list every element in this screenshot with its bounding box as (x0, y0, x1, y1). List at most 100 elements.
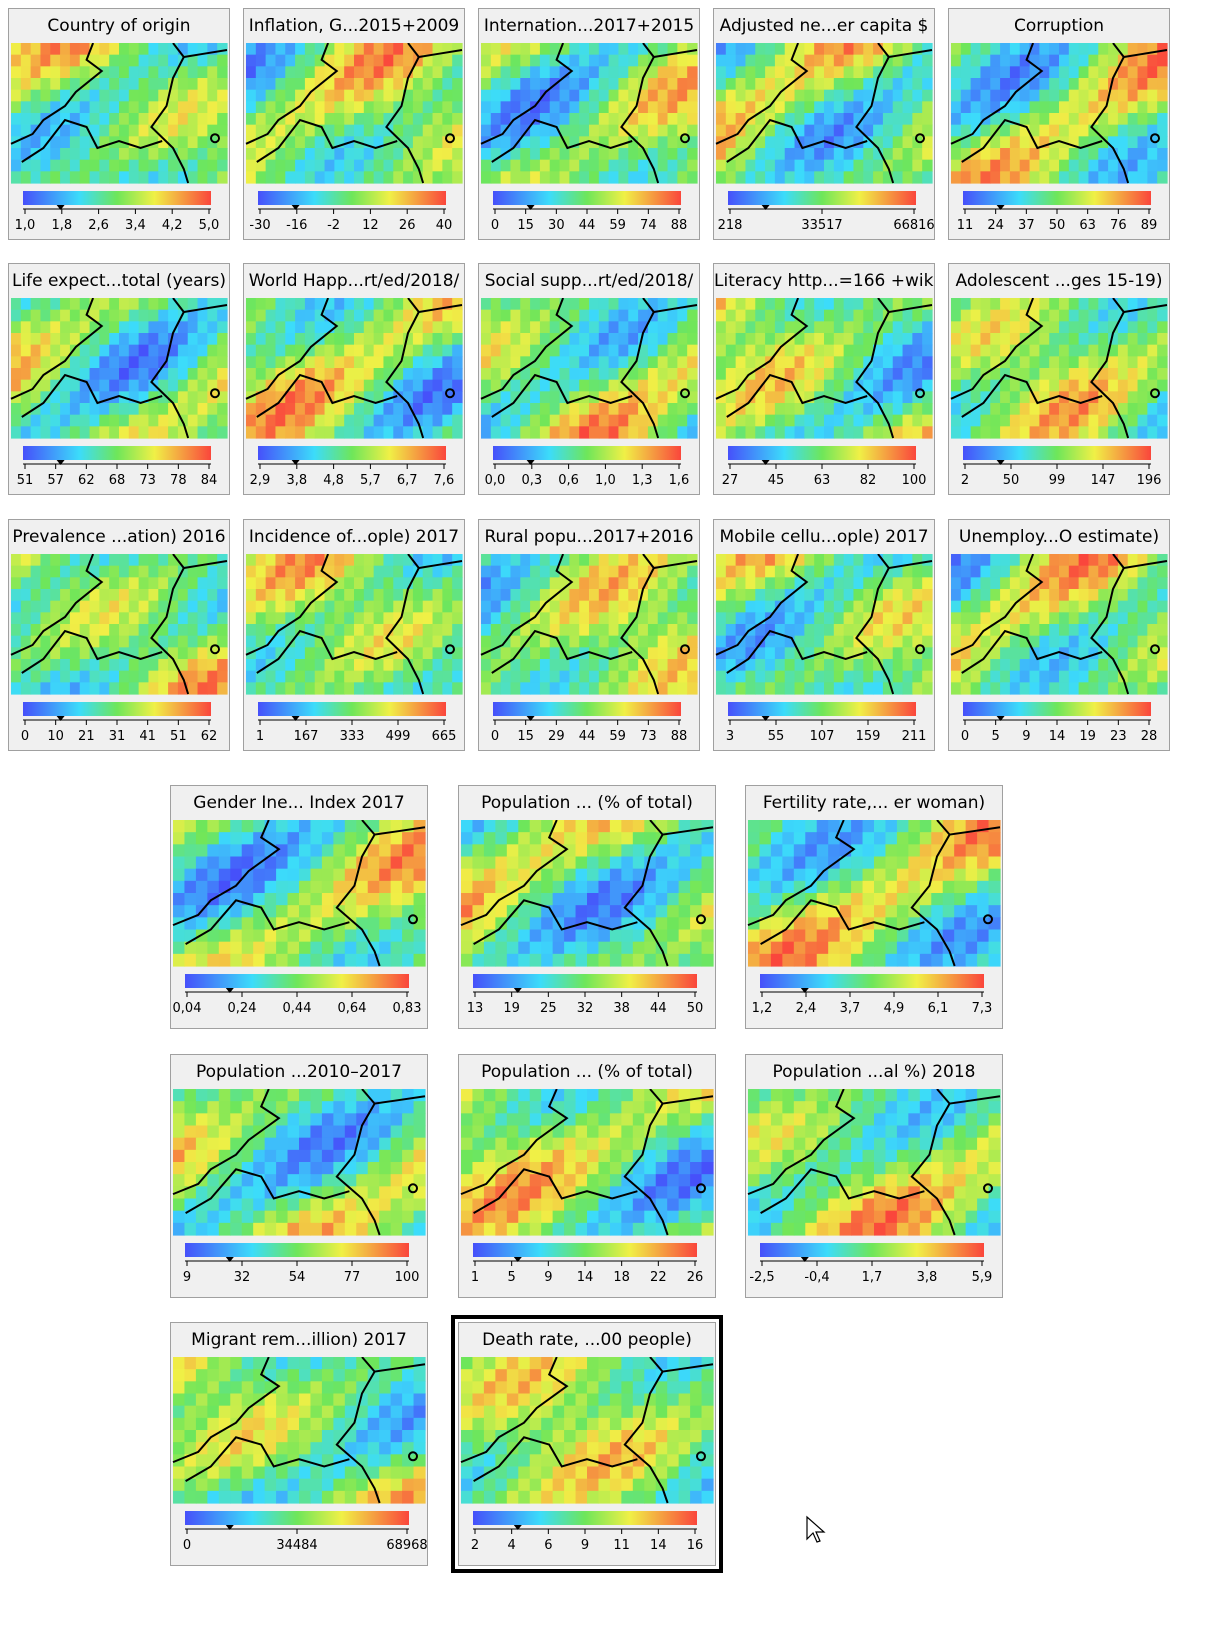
map-cell (1039, 124, 1050, 137)
map-cell (187, 391, 199, 404)
map-cell (1039, 321, 1050, 334)
map-cell (217, 403, 228, 416)
map-cell (217, 101, 228, 114)
map-cell (960, 124, 972, 137)
scale-label: 51 (170, 729, 187, 744)
map-cell (187, 647, 199, 660)
map-cell (814, 43, 825, 56)
map-cell (403, 624, 414, 637)
map-cell (412, 600, 424, 613)
map-cell (119, 89, 130, 102)
map-cell (321, 820, 334, 833)
map-cell (452, 368, 463, 381)
map-cell (725, 635, 737, 648)
map-cell (253, 953, 266, 967)
map-cell (677, 554, 688, 567)
map-cell (814, 124, 825, 137)
map-cell (745, 78, 756, 91)
map-cell (912, 612, 923, 625)
map-cell (765, 600, 776, 613)
map-cell (1068, 624, 1080, 637)
map-cell (452, 379, 463, 392)
cluster-border (961, 373, 1103, 418)
map-cell (383, 89, 394, 102)
map-cell (1019, 624, 1031, 637)
map-cell (402, 929, 415, 943)
map-cell (40, 344, 51, 357)
map-cell (579, 148, 590, 161)
map-cell (922, 309, 933, 322)
map-cell (128, 124, 140, 137)
map-cell (804, 89, 815, 102)
map-cell (1127, 368, 1139, 381)
map-cell (678, 820, 691, 833)
map-cell (481, 78, 492, 91)
map-cell (148, 54, 159, 67)
map-cell (230, 832, 243, 845)
map-cell (314, 670, 326, 683)
map-cell (922, 113, 933, 126)
map-cell (618, 309, 629, 322)
map-cell (354, 379, 365, 392)
map-cell (314, 321, 326, 334)
map-cell (873, 414, 884, 427)
cluster-border (855, 56, 895, 184)
map-cell (246, 344, 257, 357)
map-cell (89, 624, 100, 637)
map-cell (119, 356, 130, 369)
map-cell (490, 565, 502, 578)
map-cell (197, 670, 208, 683)
map-cell (678, 893, 691, 906)
map-cell (598, 565, 610, 578)
map-cell (390, 905, 403, 918)
map-cell (253, 917, 266, 931)
map-cell (265, 148, 277, 161)
map-cell (618, 426, 629, 439)
map-cell (1059, 124, 1070, 137)
map-cell (30, 43, 42, 56)
map-cell (490, 670, 502, 683)
map-cell (344, 612, 355, 625)
map-cell (677, 78, 688, 91)
map-cell (109, 54, 120, 67)
map-cell (1049, 356, 1060, 369)
map-cell (774, 78, 786, 91)
map-cell (970, 670, 982, 683)
map-cell (128, 682, 140, 695)
map-cell (618, 600, 629, 613)
map-cell (295, 356, 306, 369)
map-cell (30, 612, 42, 625)
map-cell (184, 905, 197, 918)
map-cell (892, 403, 904, 416)
map-cell (99, 403, 110, 416)
map-cell (128, 159, 140, 172)
map-cell (1039, 414, 1050, 427)
map-cell (109, 101, 120, 114)
map-cell (510, 309, 521, 322)
map-cell (354, 565, 365, 578)
map-cell (304, 589, 316, 602)
map-cell (1059, 89, 1070, 102)
map-cell (725, 171, 737, 184)
map-cell (853, 368, 864, 381)
map-cell (912, 344, 923, 357)
map-cell (765, 414, 776, 427)
map-cell (745, 333, 756, 346)
map-cell (1059, 554, 1070, 567)
map-cell (647, 368, 659, 381)
map-cell (363, 356, 375, 369)
map-cell (30, 298, 42, 311)
map-cell (745, 403, 756, 416)
map-cell (197, 647, 208, 660)
map-cell (951, 66, 962, 79)
map-cell (765, 670, 776, 683)
map-cell (452, 600, 463, 613)
scale-label: 218 (718, 218, 743, 233)
map-cell (314, 171, 326, 184)
map-cell (500, 600, 512, 613)
map-cell (549, 171, 561, 184)
map-cell (587, 893, 600, 906)
map-cell (655, 929, 668, 943)
component-panel: World Happ...rt/ed/2018/2,9 3,8 4,8 5,7 6,7 7… (243, 263, 465, 495)
map-cell (403, 159, 414, 172)
